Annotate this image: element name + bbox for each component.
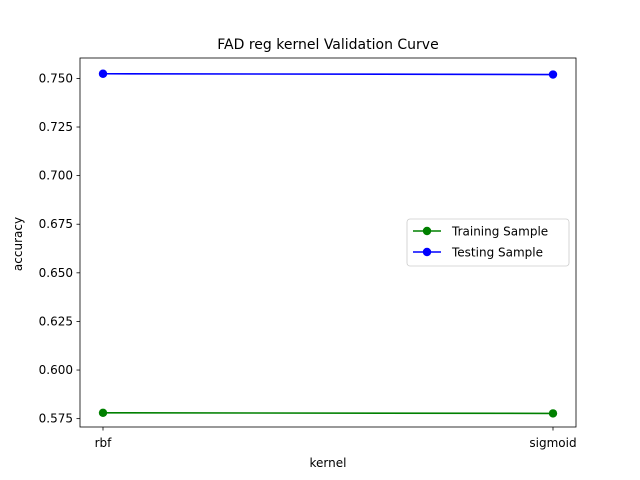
x-tick-label: rbf	[95, 436, 113, 450]
legend-marker	[422, 226, 432, 236]
data-point	[548, 409, 558, 418]
x-axis: rbf sigmoid	[95, 427, 577, 450]
y-tick-label: 0.725	[39, 120, 73, 134]
chart-title: FAD reg kernel Validation Curve	[217, 37, 438, 53]
series-2	[98, 69, 558, 79]
x-axis-label: kernel	[310, 456, 347, 470]
legend-marker	[422, 247, 432, 257]
plot-frame	[79, 57, 577, 428]
y-tick-label: 0.750	[39, 71, 73, 85]
y-axis: 0.575 0.600 0.625 0.650 0.675 0.700 0.725 0.750	[39, 71, 80, 426]
series-line	[102, 412, 554, 415]
legend-item: Testing Sample	[413, 246, 543, 260]
series-1	[98, 408, 558, 418]
legend-label: Testing Sample	[451, 246, 543, 260]
legend-item: Training Sample	[413, 225, 548, 239]
y-tick-label: 0.650	[39, 266, 73, 280]
legend-label: Training Sample	[451, 225, 548, 239]
y-tick-label: 0.700	[39, 169, 73, 183]
data-point	[98, 69, 108, 78]
y-tick-label: 0.675	[39, 217, 73, 231]
y-axis-label: accuracy	[11, 217, 25, 271]
y-tick-label: 0.625	[39, 314, 73, 328]
data-point	[548, 70, 558, 79]
plot-area	[79, 57, 577, 428]
series-line	[102, 72, 554, 76]
legend: Training Sample Testing Sample	[406, 218, 570, 267]
y-tick-label: 0.600	[39, 363, 73, 377]
y-tick-label: 0.575	[39, 412, 73, 426]
legend-box	[406, 218, 570, 267]
data-point	[98, 408, 108, 418]
series-layer	[98, 69, 558, 418]
x-tick-label: sigmoid	[529, 436, 576, 450]
